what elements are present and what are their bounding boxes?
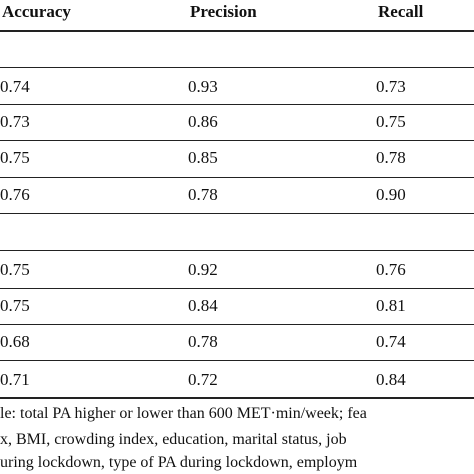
table-cell: 0.78: [188, 185, 218, 204]
table-cell: 0.84: [188, 296, 218, 315]
rule: [0, 397, 474, 399]
rule: [0, 288, 474, 289]
rule: [0, 30, 474, 32]
table-cell: 0.78: [188, 332, 218, 351]
table-cell: 0.75: [0, 260, 30, 279]
column-header: Accuracy: [2, 2, 71, 21]
footnote-line: x, BMI, crowding index, education, marit…: [0, 431, 347, 448]
rule: [0, 324, 474, 325]
table-cell: 0.93: [188, 77, 218, 96]
column-header: Precision: [190, 2, 257, 21]
rule: [0, 140, 474, 141]
table-cell: 0.75: [0, 296, 30, 315]
table-cell: 0.72: [188, 370, 218, 389]
table-cell: 0.90: [376, 185, 406, 204]
table-cell: 0.76: [376, 260, 406, 279]
table-cell: 0.86: [188, 112, 218, 131]
column-header: Recall: [378, 2, 424, 21]
table-cell: 0.84: [376, 370, 406, 389]
rule: [0, 360, 474, 361]
table-cell: 0.75: [376, 112, 406, 131]
table-cell: 0.92: [188, 260, 218, 279]
rule: [0, 213, 474, 214]
rule: [0, 177, 474, 178]
table-cell: 0.73: [376, 77, 406, 96]
table-cell: 0.74: [376, 332, 406, 351]
rule: [0, 67, 474, 68]
footnote-line: uring lockdown, type of PA during lockdo…: [0, 454, 358, 471]
table-cell: 0.68: [0, 332, 30, 351]
table-cell: 0.78: [376, 148, 406, 167]
table-cell: 0.85: [188, 148, 218, 167]
footnote-line: le: total PA higher or lower than 600 ME…: [0, 405, 367, 422]
table-cell: 0.75: [0, 148, 30, 167]
table-cell: 0.81: [376, 296, 406, 315]
rule: [0, 104, 474, 105]
table-cell: 0.76: [0, 185, 30, 204]
rule: [0, 250, 474, 251]
table-cell: 0.74: [0, 77, 30, 96]
table-cell: 0.73: [0, 112, 30, 131]
table-cell: 0.71: [0, 370, 30, 389]
